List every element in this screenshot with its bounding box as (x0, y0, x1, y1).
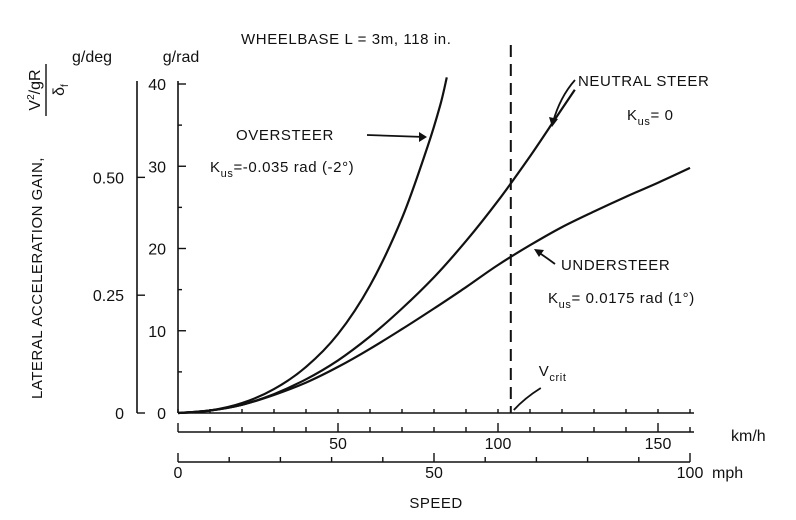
y-rad-tick-label: 0 (157, 406, 166, 423)
y-rad-tick-label: 30 (148, 159, 166, 176)
understeer-formula: Kus= 0.0175 rad (1°) (548, 290, 695, 311)
y-rad-tick-label: 40 (148, 77, 166, 94)
x-kmh-tick-label: 100 (485, 436, 512, 453)
oversteer-label: OVERSTEER (236, 127, 334, 144)
y-rad-unit: g/rad (163, 49, 199, 66)
x-axis-label: SPEED (409, 495, 462, 512)
x-mph-tick-label: 50 (425, 465, 443, 482)
y-deg-tick-label: 0 (115, 406, 124, 423)
y-rad-tick-label: 20 (148, 242, 166, 259)
axes-group: 0 10 20 30 40 0 0.25 0.50 g/rad g/deg 50 100 150 km/h… (26, 49, 766, 512)
y-rad-tick-label: 10 (148, 324, 166, 341)
x-mph-tick-label: 100 (677, 465, 704, 482)
y-deg-unit: g/deg (72, 49, 112, 66)
neutral-leader (552, 79, 576, 123)
y-deg-tick-label: 0.25 (93, 288, 124, 305)
y-label-denominator: δf (51, 84, 71, 96)
chart-title: WHEELBASE L = 3m, 118 in. (241, 31, 452, 48)
y-axis-label-group: LATERAL ACCELERATION GAIN, V2/gR δf (26, 64, 71, 399)
x-mph-tick-label: 0 (174, 465, 183, 482)
labels-group: Vcrit WHEELBASE L = 3m, 118 in. OVERSTEER K… (210, 31, 709, 411)
neutral-steer-label: NEUTRAL STEER (578, 73, 709, 90)
y-deg-tick-label: 0.50 (93, 170, 124, 187)
neutral-arrowhead (549, 117, 558, 127)
neutral-steer-formula: Kus= 0 (627, 107, 674, 128)
y-label-numerator: V2/gR (26, 69, 44, 110)
y-axis-label: LATERAL ACCELERATION GAIN, (29, 157, 46, 399)
oversteer-leader (366, 134, 426, 138)
oversteer-formula: Kus=-0.035 rad (-2°) (210, 159, 354, 180)
x-kmh-unit: km/h (731, 428, 766, 445)
understeer-arrowhead (534, 249, 544, 257)
understeer-curve (177, 166, 691, 415)
x-kmh-tick-label: 50 (329, 436, 347, 453)
vcrit-label: Vcrit (539, 363, 567, 384)
curves-group (177, 45, 691, 415)
oversteer-arrowhead (419, 132, 427, 142)
vcrit-leader (513, 387, 542, 411)
x-kmh-tick-label: 150 (645, 436, 672, 453)
x-mph-unit: mph (712, 465, 743, 482)
understeer-label: UNDERSTEER (561, 257, 670, 274)
